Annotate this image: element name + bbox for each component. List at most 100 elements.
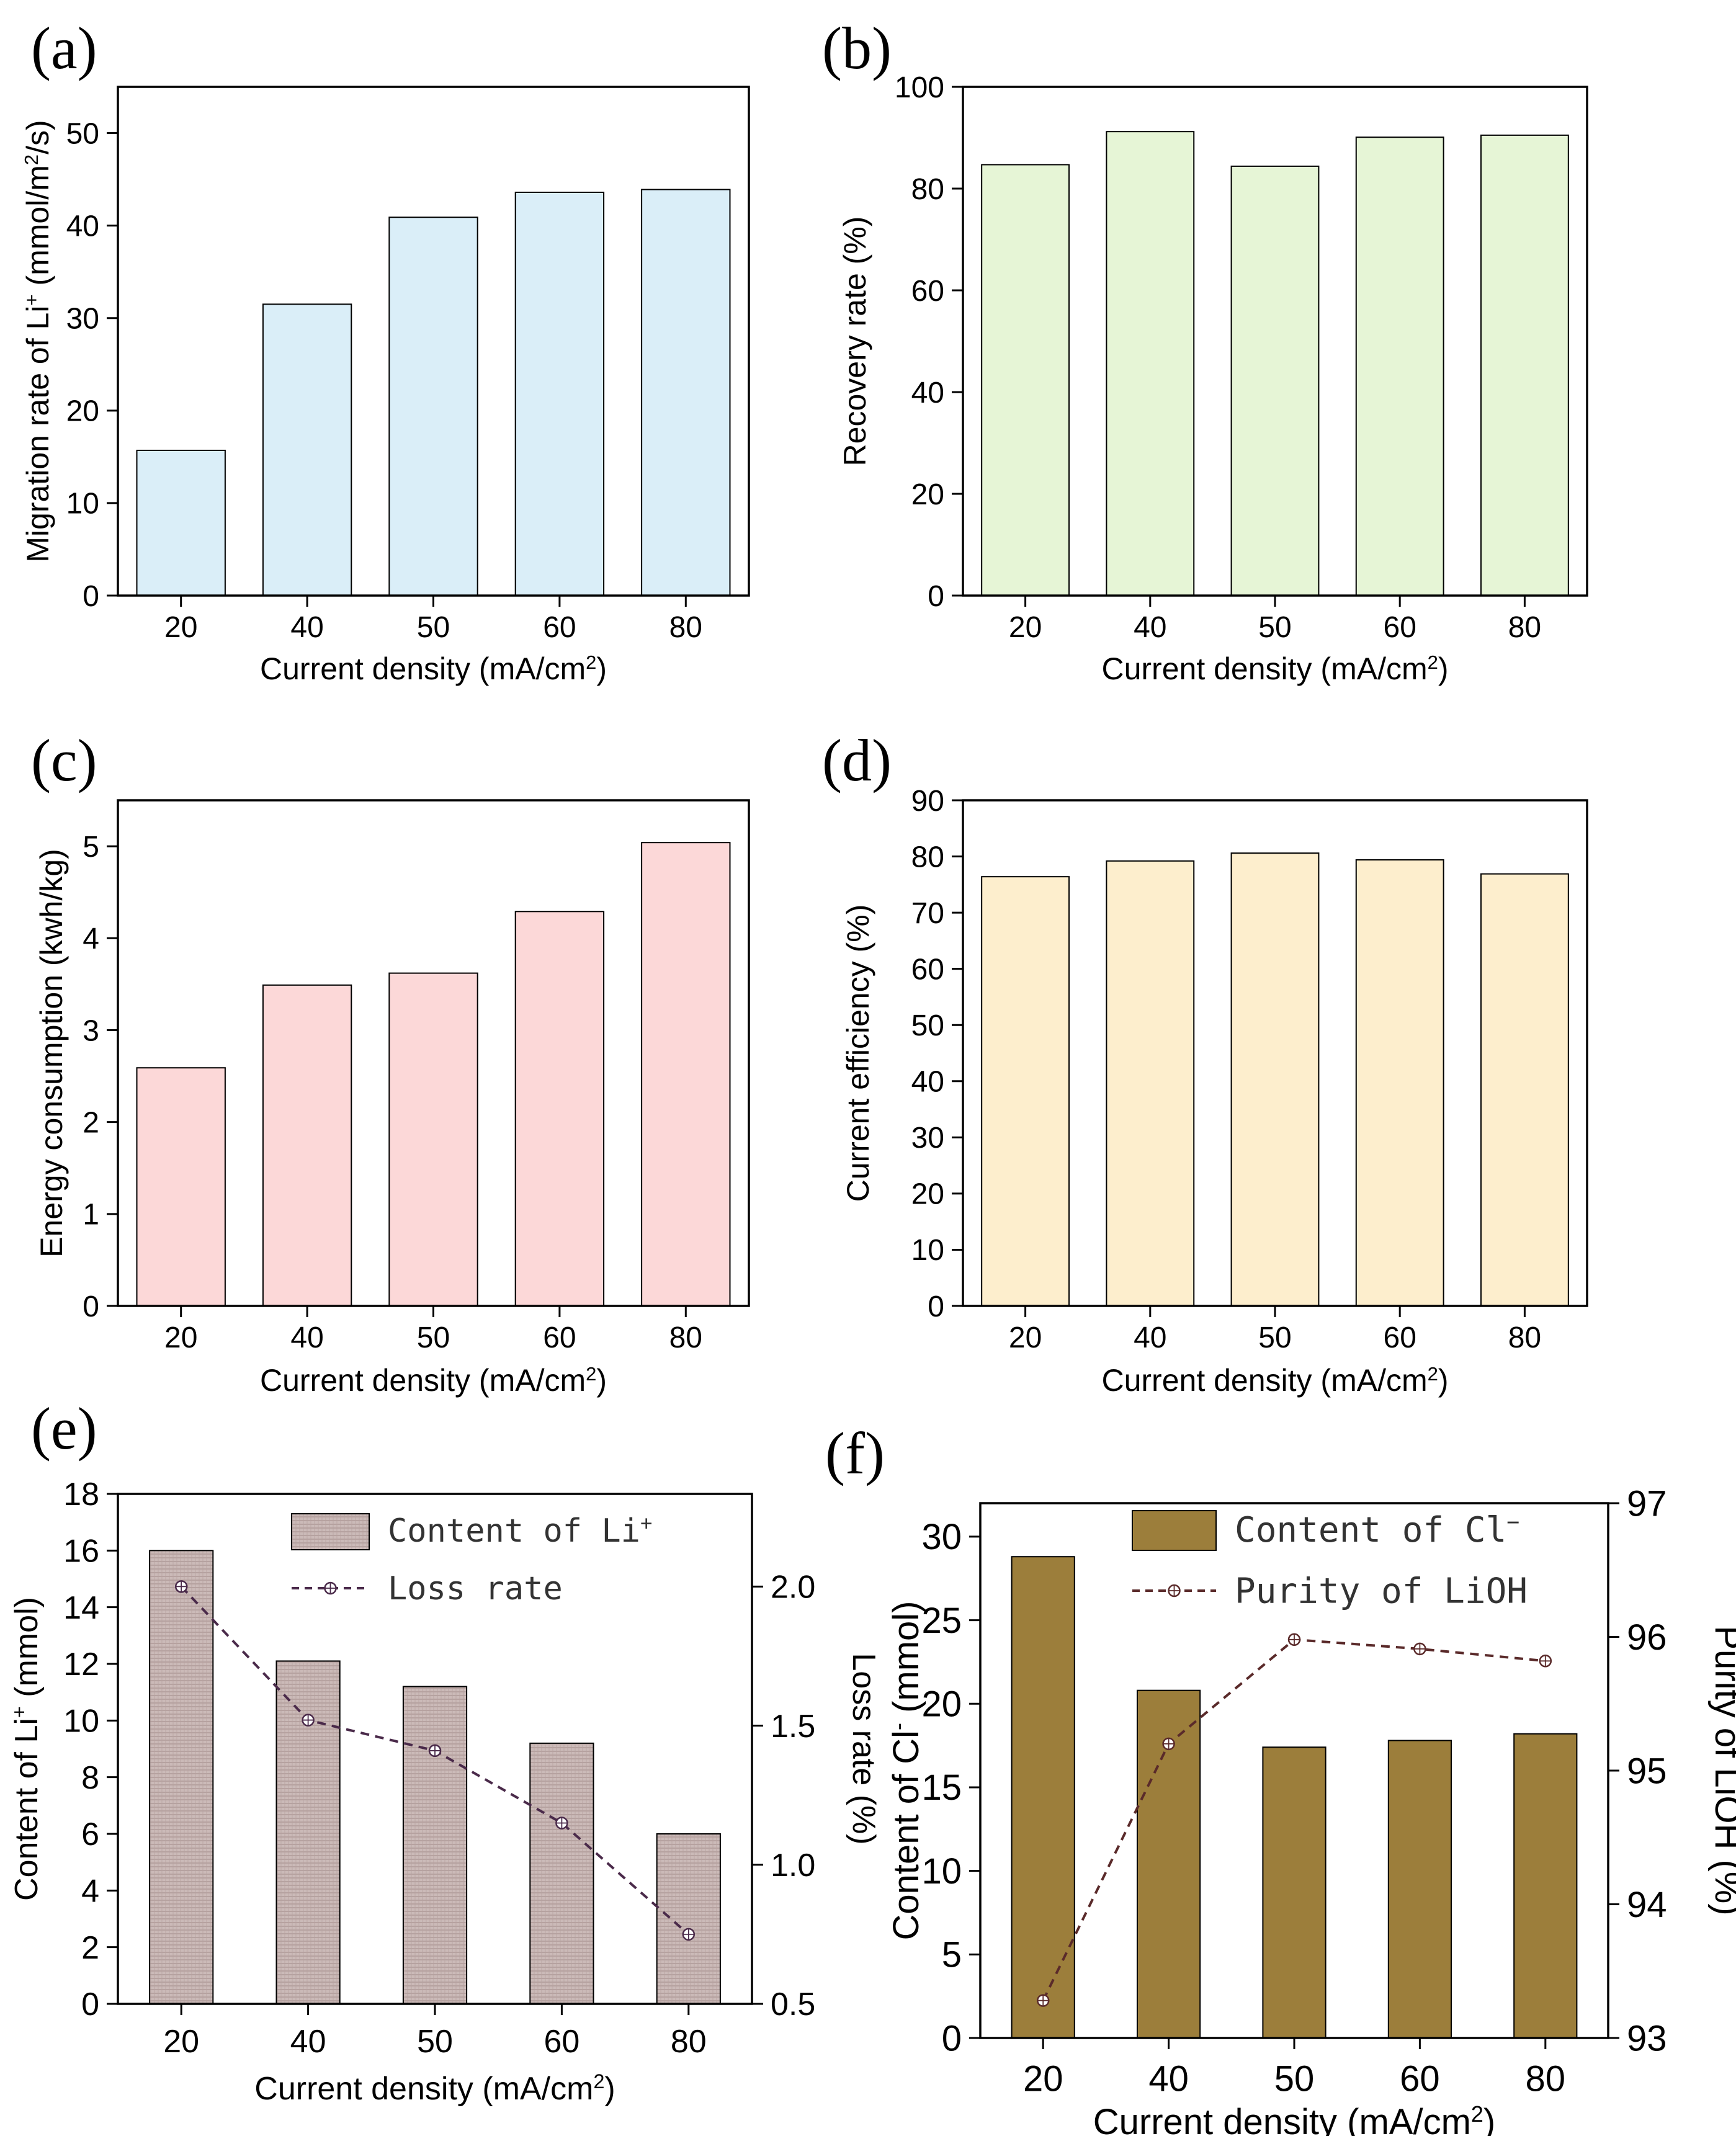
y-tick-label: 50 (66, 117, 99, 150)
y-tick-label: 30 (66, 303, 99, 336)
x-tick-label: 40 (1134, 611, 1166, 644)
y2-tick-label: 0.5 (771, 1986, 815, 2022)
bar-40 (262, 303, 352, 596)
y-tick-label: 100 (895, 71, 944, 104)
y-axis-title: Migration rate of Li+ (mmol/m2/s) (20, 120, 56, 562)
y2-tick-label: 1.5 (771, 1709, 815, 1745)
y-axis-title: Energy consumption (kwh/kg) (34, 849, 69, 1258)
bar-80 (641, 842, 731, 1307)
y2-tick-label: 97 (1627, 1483, 1667, 1524)
bar-20 (136, 449, 226, 596)
y-tick-label: 0 (928, 1290, 944, 1323)
y-tick-label: 20 (921, 1684, 962, 1725)
y-tick-label: 2 (83, 1106, 99, 1139)
panel-label: (e) (31, 1395, 97, 1462)
bar-60 (529, 1742, 594, 2005)
bar-40 (1106, 860, 1195, 1307)
y-axis-title: Content of Li+ (mmol) (8, 1597, 45, 1901)
bar-20 (981, 876, 1070, 1307)
bar-80 (656, 1833, 721, 2004)
x-tick-label: 60 (543, 1321, 576, 1354)
bar-50 (388, 972, 478, 1307)
x-tick-label: 50 (1274, 2058, 1315, 2099)
y-tick-label: 15 (921, 1767, 962, 1808)
x-tick-label: 40 (290, 1321, 323, 1354)
bar-20 (1011, 1556, 1075, 2039)
x-tick-label: 80 (669, 611, 702, 644)
bar-50 (1262, 1746, 1327, 2039)
x-tick-label: 40 (290, 2024, 326, 2060)
y-tick-label: 10 (921, 1851, 962, 1892)
bar-20 (136, 1067, 226, 1307)
x-tick-label: 60 (1384, 1321, 1416, 1354)
bar-50 (1230, 165, 1320, 597)
y-tick-label: 6 (81, 1816, 99, 1852)
panel-f: (f) 20 40 50 60 80 0 5 10 15 20 25 30 Current density… (825, 1420, 1736, 2136)
x-tick-label: 80 (671, 2024, 707, 2060)
x-axis-title: Current density (mA/cm2) (1101, 651, 1448, 687)
bar-80 (1513, 1733, 1578, 2039)
y-tick-label: 20 (911, 1178, 944, 1211)
legend-line-label: Loss rate (388, 1570, 563, 1607)
x-tick-label: 50 (417, 2024, 453, 2060)
y-tick-label: 70 (911, 897, 944, 930)
x-tick-label: 60 (1384, 611, 1416, 644)
panel-a: (a) 20 40 50 60 80 0 10 20 30 40 50 Current density … (20, 15, 750, 686)
y-tick-label: 3 (83, 1014, 99, 1047)
legend-bar-label: Content of Li+ (388, 1511, 652, 1550)
x-tick-label: 20 (1009, 1321, 1042, 1354)
x-tick-label: 20 (1023, 2058, 1063, 2099)
bar-50 (388, 217, 478, 596)
panel-label: (c) (31, 727, 97, 793)
y-axis-title: Content of Cl- (mmol) (885, 1601, 927, 1940)
y2-tick-label: 1.0 (771, 1848, 815, 1884)
y-tick-label: 60 (911, 275, 944, 308)
y-axis-title: Current efficiency (%) (841, 905, 875, 1202)
x-tick-label: 20 (164, 1321, 197, 1354)
y-tick-label: 16 (63, 1534, 99, 1570)
x-tick-label: 80 (1526, 2058, 1566, 2099)
y-tick-label: 30 (911, 1122, 944, 1155)
legend: Content of Li+ Loss rate (291, 1511, 652, 1607)
panel-label: (d) (822, 727, 892, 793)
legend-line-label: Purity of LiOH (1235, 1571, 1528, 1612)
x-tick-label: 60 (543, 611, 576, 644)
x-tick-label: 20 (164, 611, 197, 644)
y-tick-label: 20 (911, 478, 944, 511)
y-tick-label: 8 (81, 1760, 99, 1796)
x-axis-title: Current density (mA/cm2) (1101, 1363, 1448, 1398)
y-tick-label: 30 (921, 1517, 962, 1557)
y-tick-label: 60 (911, 953, 944, 986)
y-tick-label: 0 (83, 1290, 99, 1323)
legend-bar-swatch (1132, 1510, 1217, 1551)
y2-tick-label: 96 (1627, 1617, 1667, 1658)
x-tick-label: 60 (1400, 2058, 1440, 2099)
y2-tick-label: 2.0 (771, 1570, 815, 1606)
y-tick-label: 0 (81, 1986, 99, 2022)
y-tick-label: 80 (911, 841, 944, 874)
bar-60 (1355, 136, 1444, 596)
legend: Content of Cl− Purity of LiOH (1132, 1510, 1528, 1612)
legend-bar-swatch (291, 1513, 370, 1550)
y-tick-label: 4 (81, 1874, 99, 1910)
x-tick-label: 50 (1258, 1321, 1291, 1354)
x-tick-label: 60 (544, 2024, 579, 2060)
bar-80 (641, 189, 731, 596)
panel-d: (d) 20 40 50 60 80 0 10 20 30 40 50 60 70 80 90 Current … (822, 727, 1588, 1398)
x-tick-label: 40 (290, 611, 323, 644)
x-tick-label: 50 (417, 611, 450, 644)
y2-axis-title: Loss rate (%) (846, 1653, 882, 1844)
panel-e: (e) 20 40 50 60 80 0 2 4 6 8 10 12 14 16 18 Current dens… (8, 1395, 882, 2107)
y-tick-label: 80 (911, 173, 944, 206)
y-tick-label: 40 (911, 1066, 944, 1099)
panel-label: (f) (825, 1420, 885, 1486)
bar-80 (1480, 873, 1569, 1307)
y-axis-title: Recovery rate (%) (838, 217, 872, 467)
y-tick-label: 5 (83, 831, 99, 864)
panel-label: (a) (31, 15, 97, 81)
x-tick-label: 50 (417, 1321, 450, 1354)
x-tick-label: 80 (669, 1321, 702, 1354)
y2-tick-label: 93 (1627, 2018, 1667, 2058)
y-tick-label: 2 (81, 1930, 99, 1966)
